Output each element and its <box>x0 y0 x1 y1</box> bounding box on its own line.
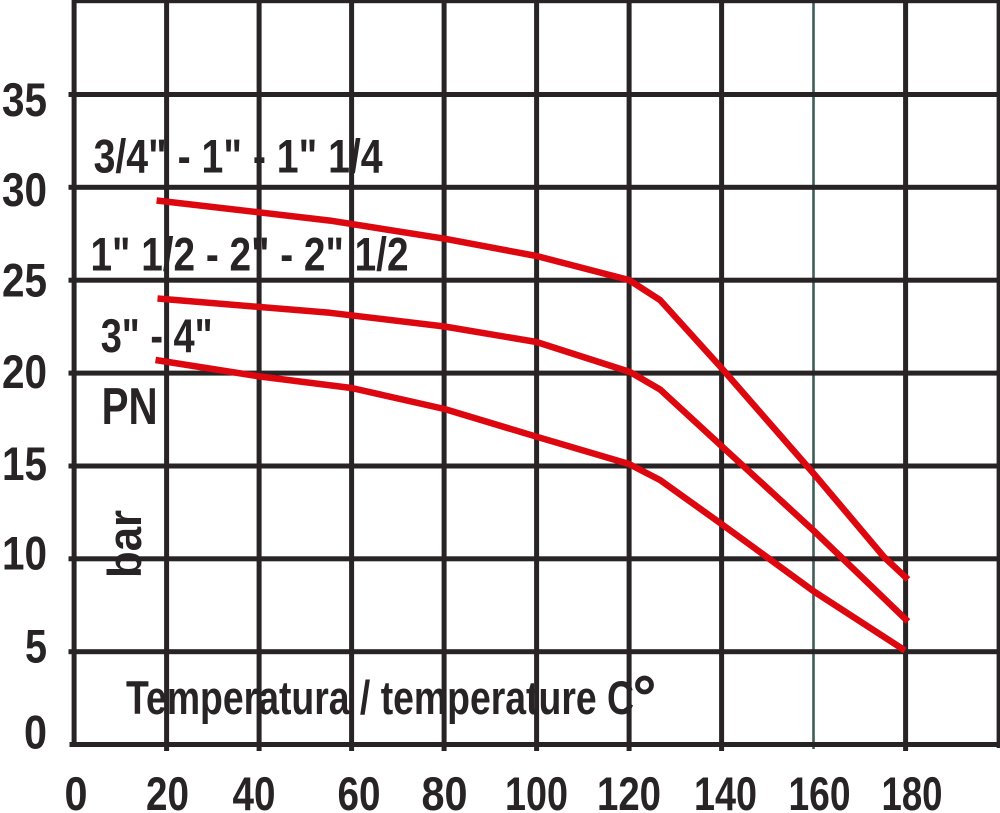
svg-text:80: 80 <box>422 767 468 813</box>
svg-text:5: 5 <box>25 620 47 673</box>
svg-text:35: 35 <box>2 73 47 126</box>
svg-text:PN: PN <box>102 378 158 436</box>
svg-text:40: 40 <box>233 767 276 813</box>
svg-text:60: 60 <box>338 767 381 813</box>
svg-text:120: 120 <box>597 767 661 813</box>
svg-text:3" - 4": 3" - 4" <box>101 309 213 362</box>
svg-text:30: 30 <box>2 163 47 216</box>
svg-text:20: 20 <box>146 767 189 813</box>
svg-text:bar: bar <box>98 510 151 578</box>
svg-text:140: 140 <box>694 767 757 813</box>
svg-text:Temperatura / temperature C: Temperatura / temperature C <box>126 671 634 724</box>
svg-text:1" 1/2 - 2" - 2" 1/2: 1" 1/2 - 2" - 2" 1/2 <box>91 228 409 281</box>
svg-text:3/4" - 1" - 1" 1/4: 3/4" - 1" - 1" 1/4 <box>94 130 383 183</box>
svg-text:20: 20 <box>2 345 47 398</box>
svg-text:25: 25 <box>2 254 47 307</box>
svg-text:180: 180 <box>882 767 943 813</box>
svg-text:0: 0 <box>65 767 88 813</box>
svg-text:100: 100 <box>505 767 568 813</box>
svg-text:0: 0 <box>24 706 47 759</box>
svg-text:160: 160 <box>789 767 851 813</box>
svg-text:15: 15 <box>2 437 47 490</box>
svg-text:10: 10 <box>2 527 47 580</box>
